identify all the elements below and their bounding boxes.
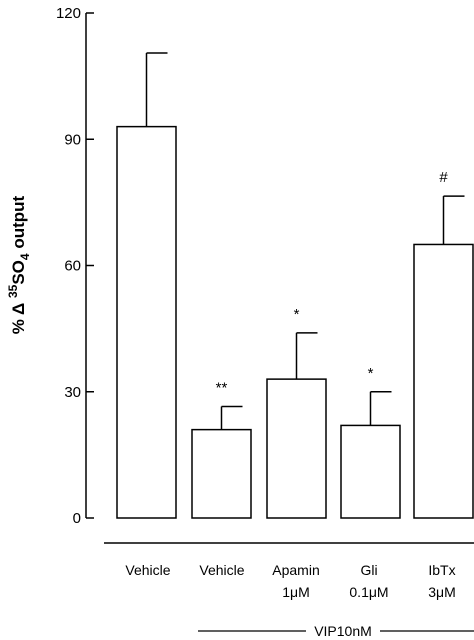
y-axis-label: % Δ 35SO4 output [6, 195, 32, 334]
significance-marker: # [439, 169, 448, 186]
y-tick-label: 60 [64, 258, 81, 275]
x-tick-label: Gli [360, 562, 377, 578]
bars: ****# [116, 52, 474, 519]
x-tick-label-line2: 0.1μM [349, 584, 388, 600]
x-tick-label-line2: 1μM [282, 584, 310, 600]
significance-marker: * [368, 365, 374, 382]
y-tick-label: 120 [56, 5, 81, 22]
y-tick-label: 0 [73, 510, 81, 527]
x-tick-label: IbTx [428, 562, 455, 578]
labels: Vehicle Vehicle Apamin 1μM Gli 0.1μM IbTx 3μM VI… [125, 562, 474, 639]
x-tick-label: Vehicle [199, 562, 244, 578]
x-tick-label: Vehicle [125, 562, 170, 578]
significance-marker: ** [216, 379, 228, 396]
bar [191, 428, 252, 519]
bar [340, 424, 401, 519]
significance-marker: * [294, 306, 300, 323]
y-tick-label: 30 [64, 384, 81, 401]
bar [266, 378, 327, 519]
bar [116, 125, 177, 519]
x-tick-label: Apamin [272, 562, 319, 578]
bar [413, 243, 474, 519]
axes: 0 30 60 90 120 [56, 5, 474, 544]
x-tick-label-line2: 3μM [428, 584, 456, 600]
y-tick-label: 90 [64, 131, 81, 148]
group-label: VIP10nM [314, 623, 372, 639]
